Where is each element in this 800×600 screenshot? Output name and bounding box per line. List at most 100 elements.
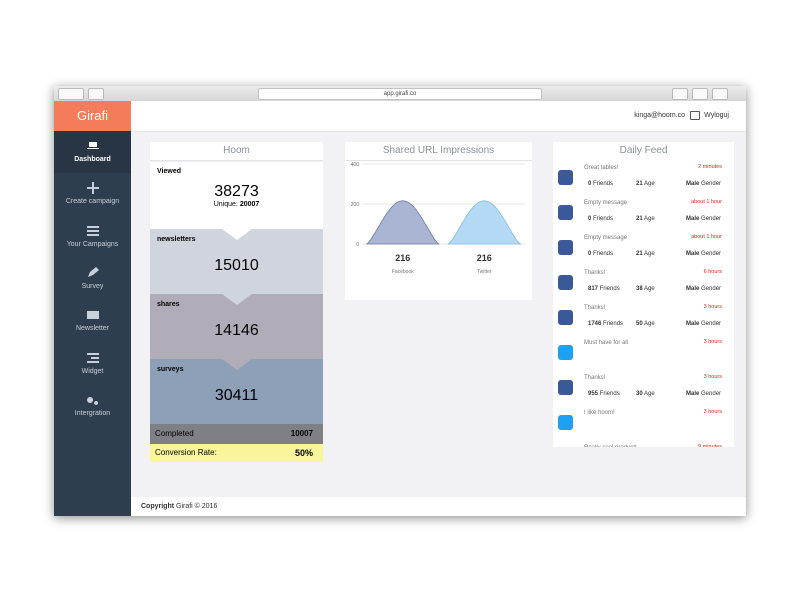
twitter-icon [558,345,573,360]
menu-item[interactable]: Newsletter [75,325,110,333]
stage-label: newsletters [157,236,196,243]
menu-icon [87,396,99,405]
stat-label: Age [644,321,655,327]
unique-value: 20007 [239,201,260,208]
stage-label: surveys [157,366,184,373]
sidebar: Girafi Dashboard Create campaign Your Camp… [54,101,131,516]
stat-value: Male [686,181,700,187]
menu-item[interactable]: Dashboard [74,156,111,163]
stat-label: Friends [593,216,614,222]
stage-value: 15010 [214,257,259,274]
stat-label: Friends [603,321,624,327]
feed-message: Empty message [584,235,628,241]
stage-arrow [222,294,252,305]
feed-stat: 21 Age [636,216,655,222]
feed-time: 3 hours [703,374,722,380]
feed-time: about 1 hour [691,199,722,205]
feed-item: Thanks! 3 hours 1746 Friends 50 Age Male Gen… [553,299,734,335]
feed-stat: Male Gender [686,286,721,292]
nav-buttons[interactable] [58,88,84,100]
feed-item: Empty message about 1 hour 0 Friends 21 Age… [553,229,734,265]
facebook-icon [558,275,573,290]
feed-stat: 38 Age [636,286,655,292]
browser-window: app.girafi.co Girafi Dashboard Create cam… [54,86,746,516]
stat-label: Age [644,216,655,222]
menu-item[interactable]: Your Campaigns [66,240,119,248]
funnel-panel: Hoom Viewed 38273 Unique: 20007 Complete… [150,142,323,462]
feed-stat: 0 Friends [588,251,613,257]
stage-label: shares [157,301,180,308]
feed-item: Must have for all 3 hours [553,334,734,370]
category-label: Facebook [392,269,414,275]
stat-label: Friends [599,286,620,292]
feed-item: Thanks! 6 hours 817 Friends 38 Age Male Gend… [553,264,734,300]
completed-row: Completed 10007 [150,424,323,444]
menu-icon [87,182,99,195]
share-button[interactable] [692,88,708,100]
facebook-icon [558,170,573,185]
completed-label: Completed [155,429,194,438]
menu-item[interactable]: Widget [81,367,104,375]
stat-value: 50 [636,321,643,327]
stat-value: 30 [636,391,643,397]
stage-arrow [222,229,252,240]
stat-value: Male [686,251,700,257]
facebook-icon [558,205,573,220]
download-button[interactable] [672,88,688,100]
stat-label: Gender [701,286,722,292]
menu-item[interactable]: Create campaign [65,198,120,206]
feed-stat: 0 Friends [588,216,613,222]
completed-value: 10007 [290,429,313,438]
menu-icon [87,352,99,363]
stage-arrow [222,359,252,370]
feed-time: 3 hours [703,339,722,345]
url-bar[interactable]: app.girafi.co [258,88,542,100]
stat-label: Gender [701,181,722,187]
stat-value: Male [686,286,700,292]
unique: Unique: 20007 [150,201,323,208]
stat-value: Male [686,216,700,222]
feed-message: Thanks! [584,305,606,311]
menu-item[interactable]: Survey [81,282,104,290]
feed-time: 9 minutes [698,444,722,447]
stat-label: Age [644,181,655,187]
feed-stat: Male Gender [686,391,721,397]
stat-value: 0 [588,216,592,222]
feed-item: I like hoom! 3 hours [553,404,734,440]
stat-label: Gender [701,321,722,327]
viewed-section: Viewed 38273 Unique: 20007 [150,162,323,229]
icon-shape [88,266,99,277]
unique-label: Unique: [213,201,238,208]
stat-label: Age [644,251,655,257]
logo[interactable]: Girafi [54,101,131,131]
tabs-button[interactable] [712,88,728,100]
icon-shape [87,225,99,236]
conversion-row: Conversion Rate: 50% [150,444,323,462]
stat-label: Gender [701,216,722,222]
feed-message: Really cool product! [584,445,637,447]
feed-message: Empty message [584,200,628,206]
facebook-icon [558,240,573,255]
feed-stat: 21 Age [636,251,655,257]
feed-item: Great tables! 2 minutes 0 Friends 21 Age Mal… [553,159,734,195]
feed-stat: 817 Friends [588,286,620,292]
panel-title: Daily Feed [553,142,734,160]
icon-shape [87,142,99,149]
footer: Copyright Girafi © 2016 [131,497,746,516]
logout-link[interactable]: Wyloguj [704,112,729,119]
impressions-panel: Shared URL Impressions 0 200 400 216 Faceboo… [345,142,532,300]
facebook-icon [558,380,573,395]
feed-stat: 21 Age [636,181,655,187]
category-label: Twitter [477,269,492,275]
feed-item: Empty message about 1 hour 0 Friends 21 Age… [553,194,734,230]
stage-value: 30411 [214,387,259,404]
icon-shape [87,352,99,363]
sidebar-toggle[interactable] [88,88,104,100]
stat-value: 955 [588,391,599,397]
user-email: kinga@hoom.co [634,112,685,119]
value-label: 216 [477,253,492,263]
stat-value: 38 [636,286,643,292]
stat-value: 21 [636,251,643,257]
feed-time: about 1 hour [691,234,722,240]
menu-item[interactable]: Intergration [74,409,111,417]
